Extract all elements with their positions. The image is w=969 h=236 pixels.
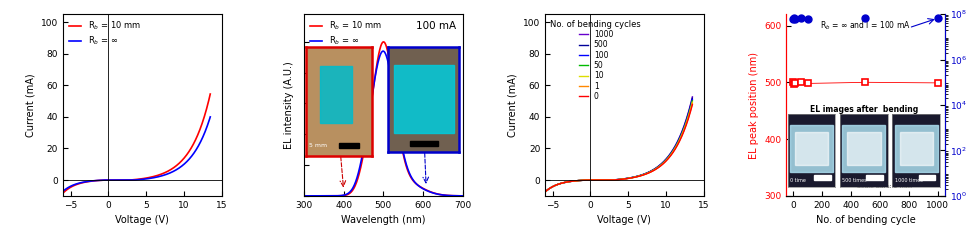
Text: EL images after  bending: EL images after bending [810,105,919,114]
Legend: R$_b$ = 10 mm, R$_b$ = ∞: R$_b$ = 10 mm, R$_b$ = ∞ [67,18,142,49]
Legend: R$_b$ = 10 mm, R$_b$ = ∞: R$_b$ = 10 mm, R$_b$ = ∞ [308,18,384,49]
Legend: 1000, 500, 100, 50, 10, 1, 0: 1000, 500, 100, 50, 10, 1, 0 [548,18,642,103]
X-axis label: No. of bending cycle: No. of bending cycle [816,215,916,225]
Y-axis label: Current (mA): Current (mA) [25,73,35,137]
X-axis label: Voltage (V): Voltage (V) [115,215,170,225]
Text: Scale bars: 2 mm: Scale bars: 2 mm [857,184,912,189]
Y-axis label: Current (mA): Current (mA) [508,73,517,137]
X-axis label: Wavelength (nm): Wavelength (nm) [341,215,425,225]
Text: R$_b$ = ∞ and I = 100 mA: R$_b$ = ∞ and I = 100 mA [820,20,911,32]
Y-axis label: EL intensity (A.U.): EL intensity (A.U.) [284,61,294,149]
X-axis label: Voltage (V): Voltage (V) [598,215,651,225]
Text: 100 mA: 100 mA [416,21,456,31]
Y-axis label: EL peak position (nm): EL peak position (nm) [748,51,759,159]
